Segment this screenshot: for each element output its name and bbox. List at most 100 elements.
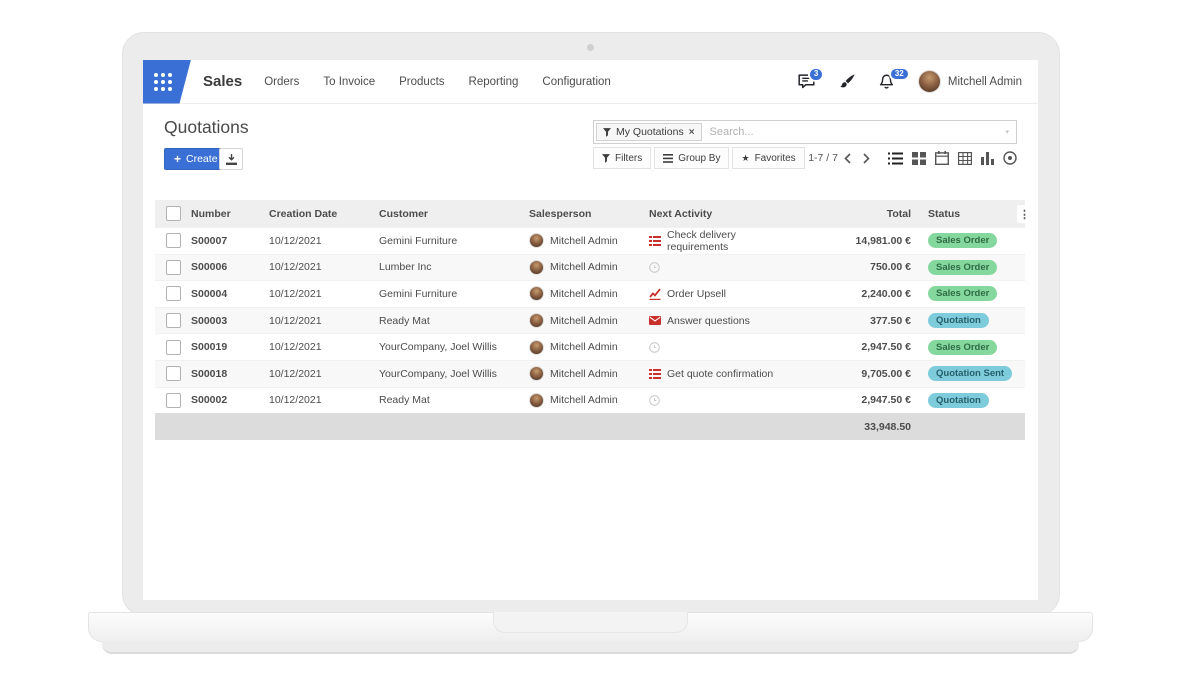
graph-view-icon [981, 151, 994, 165]
cell-creation-date: 10/12/2021 [269, 234, 322, 247]
cell-creation-date: 10/12/2021 [269, 287, 322, 300]
laptop-notch [493, 612, 688, 633]
table-row[interactable]: S00002 10/12/2021 Ready Mat Mitchell Adm… [155, 386, 1025, 414]
filter-tag-label: My Quotations [616, 126, 684, 138]
kanban-view-icon [912, 151, 926, 165]
activity-cell[interactable] [649, 341, 791, 353]
column-header-customer[interactable]: Customer [379, 207, 429, 220]
column-header-creation-date[interactable]: Creation Date [269, 207, 338, 220]
view-calendar-button[interactable] [935, 151, 949, 165]
laptop-camera-dot [587, 44, 594, 51]
top-navbar: Sales Orders To Invoice Products Reporti… [143, 60, 1038, 104]
salesperson-name: Mitchell Admin [550, 394, 618, 407]
table-row[interactable]: S00004 10/12/2021 Gemini Furniture Mitch… [155, 280, 1025, 307]
table-header-row: Number Creation Date Customer Salesperso… [155, 200, 1032, 227]
row-checkbox[interactable] [165, 259, 181, 275]
row-checkbox[interactable] [165, 233, 181, 249]
salesperson-avatar [529, 286, 544, 302]
status-badge: Sales Order [928, 339, 998, 355]
table-row[interactable]: S00003 10/12/2021 Ready Mat Mitchell Adm… [155, 306, 1025, 334]
column-header-next-activity[interactable]: Next Activity [649, 207, 713, 220]
activity-view-icon [1003, 151, 1017, 165]
menu-item-reporting[interactable]: Reporting [468, 75, 519, 88]
cell-salesperson: Mitchell Admin [529, 286, 649, 302]
cell-status: Quotation [911, 392, 1025, 408]
column-header-salesperson[interactable]: Salesperson [529, 207, 592, 220]
filter-tag[interactable]: My Quotations × [596, 123, 702, 141]
messages-button[interactable]: 3 [798, 67, 825, 89]
user-menu[interactable]: Mitchell Admin [917, 70, 1022, 93]
row-checkbox[interactable] [165, 392, 181, 408]
cell-status: Quotation Sent [911, 366, 1025, 382]
activity-cell[interactable] [649, 395, 791, 406]
view-kanban-button[interactable] [912, 151, 926, 165]
optional-columns-toggle[interactable]: ⋮ [1017, 205, 1032, 223]
status-badge: Sales Order [928, 233, 998, 249]
activities-button[interactable] [839, 73, 855, 90]
menu-item-configuration[interactable]: Configuration [542, 75, 611, 88]
download-icon [225, 153, 237, 165]
table-row[interactable]: S00018 10/12/2021 YourCompany, Joel Will… [155, 359, 1025, 387]
activity-label: Order Upsell [667, 287, 726, 300]
cell-number: S00004 [191, 287, 228, 300]
pager-previous-button[interactable] [838, 152, 857, 164]
user-avatar [917, 70, 941, 93]
view-list-button[interactable] [888, 152, 903, 165]
cell-customer: YourCompany, Joel Willis [379, 367, 497, 380]
create-button[interactable]: + Create [164, 148, 228, 170]
menu-item-to-invoice[interactable]: To Invoice [323, 75, 376, 88]
row-checkbox[interactable] [165, 339, 181, 355]
view-graph-button[interactable] [981, 151, 994, 165]
remove-filter-icon[interactable]: × [688, 126, 695, 138]
group-by-button[interactable]: Group By [654, 147, 730, 169]
quotations-table: Number Creation Date Customer Salesperso… [155, 200, 1032, 441]
activity-cell[interactable] [649, 262, 791, 273]
favorites-button[interactable]: ★ Favorites [732, 147, 805, 169]
menu-item-orders[interactable]: Orders [264, 75, 300, 88]
salesperson-avatar [529, 339, 544, 355]
app-name[interactable]: Sales [203, 73, 243, 90]
cell-total: 750.00 € [870, 261, 911, 274]
cell-salesperson: Mitchell Admin [529, 233, 649, 249]
activity-cell[interactable]: Check delivery requirements [649, 229, 791, 253]
star-icon: ★ [741, 152, 750, 163]
messages-badge: 3 [807, 67, 825, 82]
funnel-icon [603, 127, 611, 137]
cell-salesperson: Mitchell Admin [529, 339, 649, 355]
filters-button[interactable]: Filters [593, 147, 652, 169]
pager-next-button[interactable] [857, 152, 876, 164]
cell-salesperson: Mitchell Admin [529, 259, 649, 275]
table-row[interactable]: S00007 10/12/2021 Gemini Furniture Mitch… [155, 227, 1025, 254]
notifications-button[interactable]: 32 [879, 66, 910, 90]
column-header-total[interactable]: Total [886, 207, 911, 220]
cell-number: S00018 [191, 367, 228, 380]
search-placeholder[interactable]: Search... [709, 126, 754, 138]
row-checkbox[interactable] [165, 286, 181, 302]
table-row[interactable]: S00019 10/12/2021 YourCompany, Joel Will… [155, 333, 1025, 360]
activity-cell[interactable]: Get quote confirmation [649, 368, 791, 380]
search-bar[interactable]: My Quotations × Search... ▾ [593, 120, 1017, 144]
list-view-icon [888, 152, 903, 164]
status-badge: Quotation [928, 313, 989, 329]
apps-menu-button[interactable] [143, 60, 191, 104]
activity-label: Get quote confirmation [667, 367, 774, 380]
menu-item-products[interactable]: Products [399, 75, 445, 88]
table-row[interactable]: S00006 10/12/2021 Lumber Inc Mitchell Ad… [155, 253, 1025, 281]
pager-range: 1-7 / 7 [808, 152, 838, 164]
cell-customer: Ready Mat [379, 314, 430, 327]
search-caret-icon[interactable]: ▾ [1005, 129, 1009, 136]
row-checkbox[interactable] [165, 313, 181, 329]
activity-cell[interactable]: Order Upsell [649, 288, 791, 300]
activity-cell[interactable]: Answer questions [649, 315, 791, 327]
column-header-number[interactable]: Number [191, 207, 231, 220]
cell-total: 2,240.00 € [861, 287, 911, 300]
row-checkbox[interactable] [165, 366, 181, 382]
view-pivot-button[interactable] [958, 151, 972, 165]
status-badge: Sales Order [928, 259, 998, 275]
export-button[interactable] [219, 148, 243, 170]
pivot-view-icon [958, 151, 972, 165]
column-header-status[interactable]: Status [928, 207, 961, 220]
view-activity-button[interactable] [1003, 151, 1017, 165]
cell-status: Sales Order [911, 339, 1025, 355]
select-all-checkbox[interactable] [165, 206, 181, 221]
